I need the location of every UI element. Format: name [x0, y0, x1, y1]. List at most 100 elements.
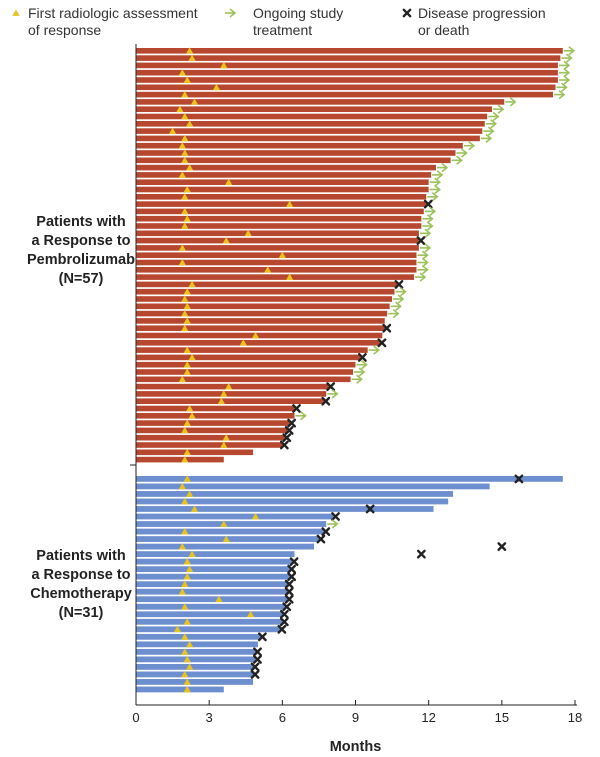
progression-marker [316, 534, 326, 544]
bar [136, 84, 556, 91]
assessment-marker [178, 542, 186, 550]
assessment-marker [178, 244, 186, 251]
ongoing-marker [415, 272, 427, 282]
assessment-marker [183, 288, 191, 295]
axes: 0 3 6 9 12 15 18 Months [130, 44, 582, 755]
bar [136, 128, 483, 134]
bar [136, 671, 254, 678]
assessment-marker [286, 200, 294, 207]
bar [136, 121, 485, 127]
assessment-marker [181, 310, 189, 317]
assessment-marker [181, 134, 189, 142]
ongoing-arrow-head [456, 155, 463, 165]
assessment-marker [181, 149, 189, 156]
x-tick-label: 3 [206, 710, 213, 725]
assessment-marker [188, 353, 196, 361]
ongoing-arrow-head [434, 177, 441, 187]
legend-label-assessment: First radiologic assessment [28, 5, 198, 21]
assessment-marker [212, 83, 221, 91]
assessment-marker [181, 527, 189, 535]
ongoing-marker [427, 192, 439, 202]
assessment-marker [183, 317, 191, 324]
ongoing-arrow-head [421, 250, 429, 260]
ongoing-marker [295, 411, 307, 421]
ongoing-arrow-head [361, 360, 368, 370]
x-tick-label: 6 [279, 710, 286, 725]
x-tick-label: 12 [421, 710, 435, 725]
assessment-marker [222, 535, 230, 542]
progression-cross-stroke [277, 624, 287, 634]
x-axis-title: Months [330, 739, 382, 755]
bar [136, 62, 558, 69]
ongoing-arrow-head [460, 148, 468, 158]
assessment-marker [188, 280, 196, 288]
bar [136, 186, 429, 193]
assessment-marker [188, 412, 196, 419]
assessment-marker [183, 558, 191, 565]
ongoing-marker [419, 228, 432, 238]
bar [136, 91, 554, 98]
assessment-marker [183, 448, 191, 456]
group-labels: Patients with a Response to Pembrolizumab (… [27, 214, 135, 621]
progression-marker [423, 199, 433, 209]
progression-marker [287, 564, 297, 574]
progression-marker [277, 624, 287, 634]
progression-cross-stroke [514, 474, 524, 484]
bar [136, 172, 432, 178]
bar [136, 618, 283, 625]
assessment-marker [181, 497, 189, 505]
assessment-marker [222, 237, 230, 244]
progression-marker [284, 594, 294, 604]
progression-cross-stroke [416, 549, 426, 559]
ongoing-marker [422, 221, 434, 231]
group-label-line: a Response to [31, 233, 130, 249]
ongoing-marker [480, 133, 493, 144]
ongoing-arrow-head [429, 206, 437, 217]
bar [136, 391, 327, 397]
progression-cross-stroke [423, 199, 433, 209]
ongoing-arrow-head [424, 243, 432, 253]
bar [136, 361, 356, 368]
bar [136, 456, 224, 463]
assessment-marker [217, 397, 225, 405]
bar [136, 420, 290, 426]
progression-cross-stroke [321, 527, 331, 536]
bar [136, 603, 285, 610]
bar [136, 208, 424, 215]
progression-cross-stroke [250, 662, 260, 672]
bar [136, 223, 422, 229]
bar [136, 237, 419, 244]
progression-cross-stroke [284, 587, 294, 597]
ongoing-marker [432, 170, 444, 180]
assessment-marker [181, 580, 189, 588]
progression-cross-stroke [394, 280, 404, 289]
bar [136, 318, 385, 324]
progression-marker [287, 418, 297, 428]
group-label-line: Pembrolizumab [27, 252, 135, 268]
ongoing-arrow-head [436, 170, 444, 180]
legend-label-progression: Disease progression [418, 5, 546, 21]
progression-cross-stroke [284, 579, 294, 589]
progression-marker [377, 338, 387, 348]
bar [136, 611, 283, 618]
ongoing-arrow-head [419, 272, 427, 282]
ongoing-arrow-head [490, 119, 498, 129]
progression-cross-stroke [284, 426, 294, 435]
legend-label-ongoing: Ongoing study [253, 5, 343, 21]
group-label-line: Patients with [36, 214, 125, 230]
bar [136, 656, 256, 663]
bar [136, 442, 283, 448]
ongoing-arrow-head [426, 214, 434, 224]
progression-marker [282, 602, 292, 612]
progression-marker [282, 433, 292, 443]
assessment-marker [222, 434, 230, 441]
assessment-marker [181, 222, 189, 229]
x-tick-label: 15 [495, 710, 509, 725]
ongoing-arrow-head [560, 82, 568, 92]
bar [136, 398, 324, 404]
assessment-marker [178, 588, 186, 595]
x-tick-label: 9 [352, 710, 359, 725]
bar [136, 69, 558, 76]
progression-marker [289, 557, 299, 567]
assessment-marker [220, 520, 228, 527]
